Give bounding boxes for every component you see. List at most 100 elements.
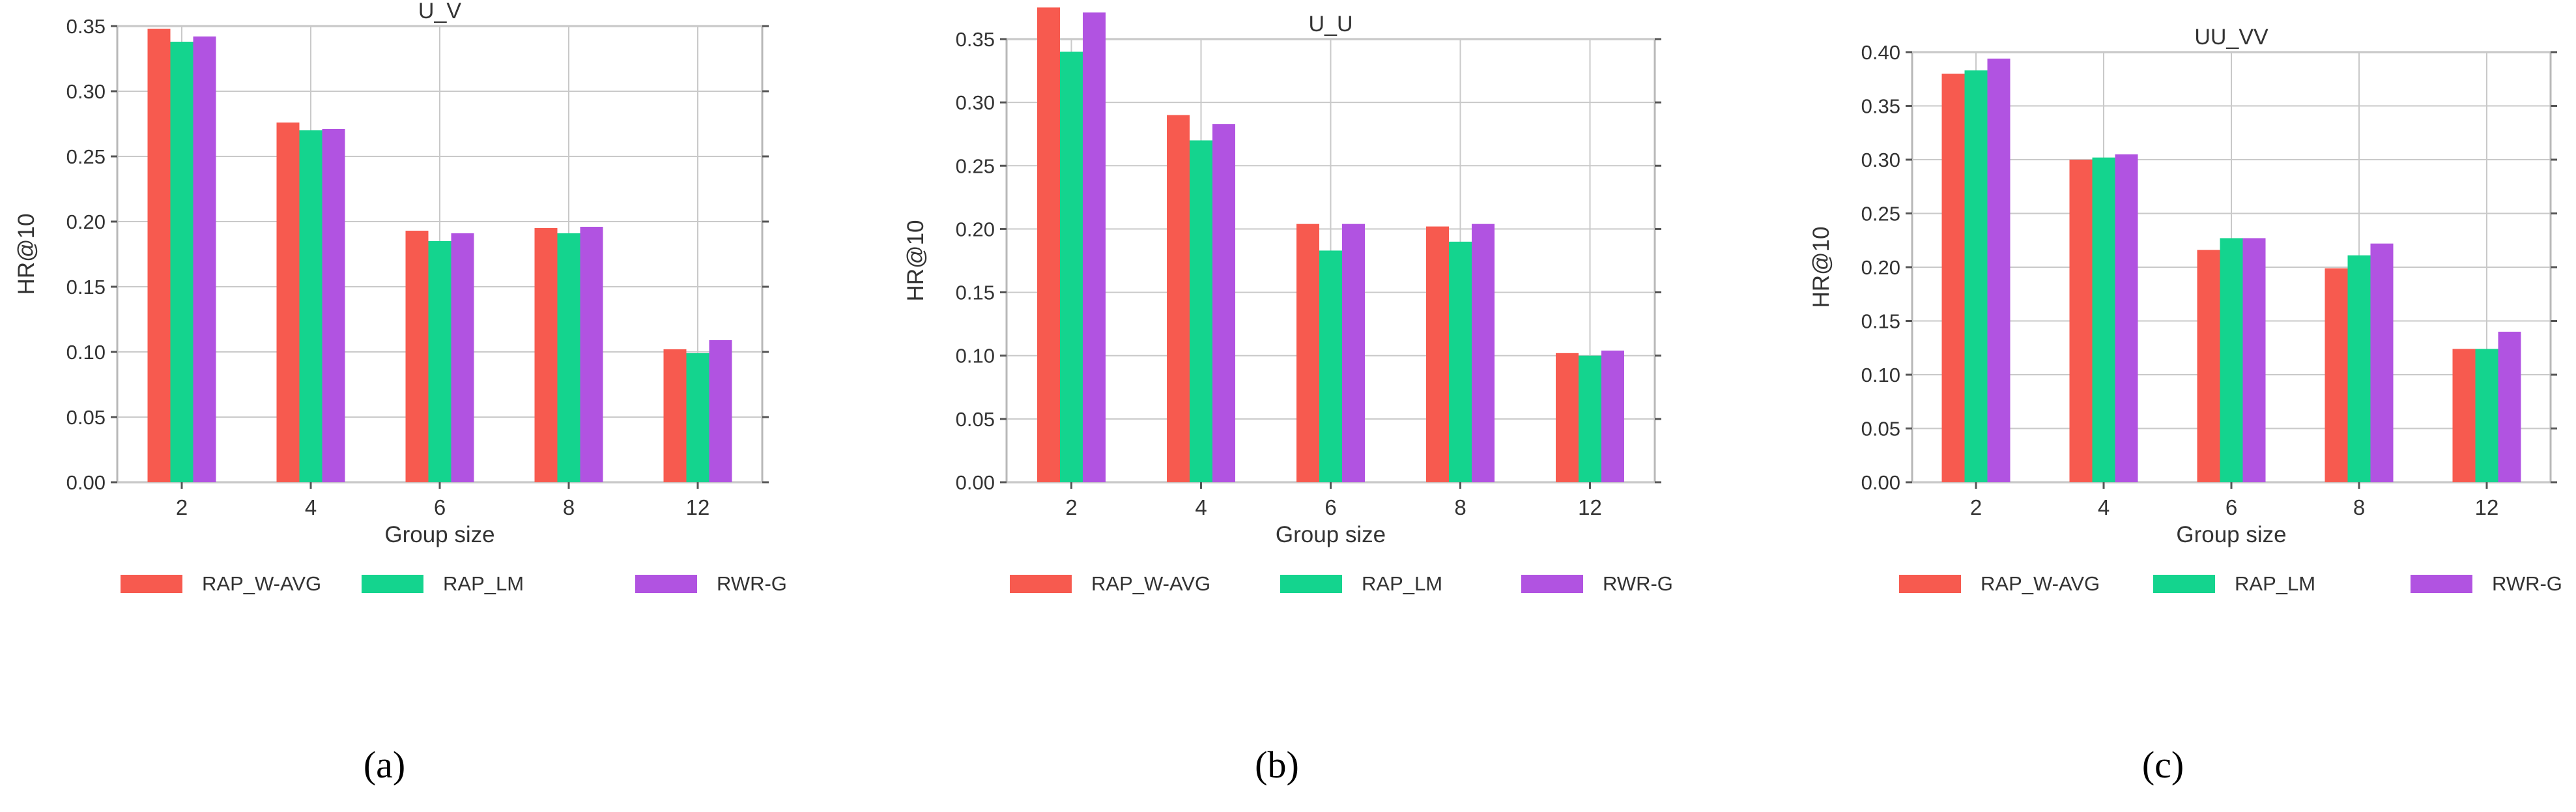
x-tick-label: 12	[1578, 495, 1602, 519]
x-tick-label: 2	[176, 495, 188, 519]
y-tick-label: 0.25	[956, 154, 995, 177]
bar-rap-lm	[170, 42, 193, 482]
bar-rap-lm	[2220, 238, 2243, 482]
legend-swatch	[2411, 575, 2472, 593]
legend-label: RAP_W-AVG	[1981, 572, 2100, 595]
bar-rwr-g	[1601, 350, 1624, 482]
bar-rap-lm	[557, 233, 580, 482]
bar-rwr-g	[2498, 332, 2521, 482]
caption-a: (a)	[363, 744, 406, 786]
bar-rap-w-avg	[276, 123, 300, 482]
legend-label: RAP_W-AVG	[1091, 572, 1210, 595]
y-tick-label: 0.00	[1861, 471, 1900, 494]
y-tick-label: 0.25	[66, 145, 106, 168]
bar-rap-w-avg	[1941, 74, 1965, 482]
x-tick-label: 2	[1065, 495, 1077, 519]
bar-rwr-g	[2370, 243, 2394, 482]
bar-rap-lm	[1060, 51, 1083, 482]
bar-rap-w-avg	[663, 349, 687, 482]
chart-title: UU_VV	[2194, 25, 2268, 50]
bar-rap-lm	[299, 130, 322, 482]
y-tick-label: 0.20	[956, 218, 995, 240]
bar-rap-lm	[2347, 255, 2371, 482]
legend-swatch	[2153, 575, 2215, 593]
y-tick-label: 0.40	[1861, 41, 1900, 64]
bar-rap-w-avg	[1037, 7, 1060, 482]
y-tick-label: 0.25	[1861, 203, 1900, 225]
x-tick-label: 12	[686, 495, 710, 519]
y-tick-label: 0.35	[66, 15, 106, 38]
legend-swatch	[1899, 575, 1961, 593]
bar-rap-w-avg	[1167, 115, 1190, 483]
bar-rwr-g	[2115, 154, 2138, 482]
legend-label: RAP_W-AVG	[202, 572, 321, 595]
y-axis-label: HR@10	[14, 213, 39, 295]
caption-b: (b)	[1255, 744, 1299, 786]
bar-rap-lm	[686, 353, 709, 482]
y-tick-label: 0.05	[66, 406, 106, 429]
bar-rap-w-avg	[1556, 353, 1579, 482]
caption-c: (c)	[2141, 744, 2184, 786]
y-tick-label: 0.10	[956, 345, 995, 368]
legend-swatch	[1280, 575, 1342, 593]
legend-swatch	[121, 575, 182, 593]
y-tick-label: 0.30	[956, 91, 995, 114]
chart-panel-1: 0.00 0.05 0.10 0.15 0.20 0.25 0.30 0.35 2 4 6 8 12 U_…	[903, 7, 1673, 595]
legend-label: RAP_LM	[2235, 572, 2315, 595]
bar-rap-lm	[1449, 241, 1472, 482]
bar-rap-lm	[1579, 355, 1601, 482]
bar-rwr-g	[193, 36, 216, 482]
bar-rap-lm	[1319, 250, 1342, 482]
x-axis-label: Group size	[384, 522, 494, 547]
bar-rap-w-avg	[2069, 160, 2093, 482]
y-tick-label: 0.05	[1861, 418, 1900, 441]
y-tick-label: 0.00	[66, 471, 106, 494]
bar-rwr-g	[709, 340, 732, 482]
legend-swatch	[1010, 575, 1072, 593]
bar-rwr-g	[451, 233, 474, 482]
bar-rwr-g	[322, 129, 345, 482]
y-tick-label: 0.30	[66, 80, 106, 103]
x-tick-label: 6	[2225, 495, 2237, 519]
y-tick-label: 0.10	[66, 341, 106, 364]
bar-rwr-g	[1987, 58, 2011, 482]
chart-panel-2: 0.00 0.05 0.10 0.15 0.20 0.25 0.30 0.35 0.40 2 4 6 8…	[1809, 25, 2562, 595]
y-tick-label: 0.20	[66, 210, 106, 233]
bar-rap-w-avg	[1296, 224, 1319, 482]
bar-rap-w-avg	[1426, 226, 1449, 482]
bar-rap-lm	[1964, 70, 1988, 483]
legend-label: RWR-G	[717, 572, 787, 595]
bar-rwr-g	[1342, 224, 1365, 482]
legend-label: RAP_LM	[1362, 572, 1442, 595]
y-tick-label: 0.10	[1861, 364, 1900, 386]
y-tick-label: 0.15	[1861, 310, 1900, 333]
x-tick-label: 2	[1970, 495, 1982, 519]
bar-rwr-g	[2242, 238, 2266, 482]
bar-rwr-g	[1083, 12, 1106, 482]
x-axis-label: Group size	[1276, 522, 1386, 547]
legend-swatch	[1521, 575, 1583, 593]
bar-rwr-g	[1212, 124, 1235, 482]
chart-title: U_U	[1308, 12, 1352, 36]
y-tick-label: 0.20	[1861, 256, 1900, 279]
x-tick-label: 8	[563, 495, 575, 519]
chart-title: U_V	[418, 0, 461, 23]
bar-rap-w-avg	[2452, 349, 2476, 482]
bar-rap-w-avg	[405, 231, 429, 482]
bar-rap-w-avg	[2325, 268, 2348, 482]
legend-swatch	[362, 575, 423, 593]
chart-panel-0: 0.00 0.05 0.10 0.15 0.20 0.25 0.30 0.35 2 4 6 8 12 U_…	[14, 0, 787, 595]
x-tick-label: 4	[1195, 495, 1207, 519]
legend-label: RAP_LM	[443, 572, 524, 595]
x-tick-label: 4	[2098, 495, 2110, 519]
x-tick-label: 4	[305, 495, 317, 519]
y-axis-label: HR@10	[903, 220, 928, 301]
y-tick-label: 0.35	[1861, 95, 1900, 118]
x-tick-label: 8	[1454, 495, 1466, 519]
bar-rap-lm	[1190, 140, 1212, 482]
y-tick-label: 0.15	[66, 276, 106, 298]
legend-swatch	[635, 575, 697, 593]
y-tick-label: 0.35	[956, 28, 995, 51]
y-tick-label: 0.30	[1861, 149, 1900, 171]
